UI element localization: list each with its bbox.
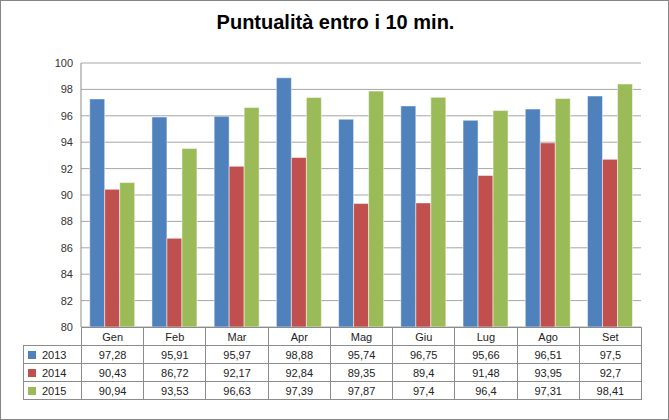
html-text:96,51: 96,51 bbox=[534, 348, 562, 361]
html-text:Lug: Lug bbox=[476, 330, 496, 343]
svg-text:92: 92 bbox=[61, 163, 73, 175]
html-text:96,4: 96,4 bbox=[475, 384, 497, 397]
html-text:92,17: 92,17 bbox=[223, 366, 251, 379]
html-text:97,28: 97,28 bbox=[98, 348, 127, 361]
html-text:90,43: 90,43 bbox=[98, 366, 127, 379]
html-text:Mag: Mag bbox=[350, 330, 373, 343]
html-text:86,72: 86,72 bbox=[161, 366, 189, 379]
html-text:97,87: 97,87 bbox=[347, 384, 376, 397]
html-text:Ago: Ago bbox=[538, 330, 558, 343]
html-text:96,75: 96,75 bbox=[409, 348, 438, 361]
svg-text:84: 84 bbox=[61, 268, 73, 280]
svg-text:94: 94 bbox=[61, 136, 73, 148]
svg-text:100: 100 bbox=[55, 57, 73, 69]
svg-text:96: 96 bbox=[61, 110, 73, 122]
html-text:91,48: 91,48 bbox=[472, 366, 500, 379]
html-text:2014: 2014 bbox=[42, 367, 67, 379]
html-text:2015: 2015 bbox=[42, 385, 67, 397]
html-text:98,41: 98,41 bbox=[596, 384, 625, 397]
svg-text:88: 88 bbox=[61, 215, 73, 227]
html-text:97,5: 97,5 bbox=[599, 348, 622, 361]
html-text:97,31: 97,31 bbox=[534, 384, 562, 397]
html-text:89,35: 89,35 bbox=[347, 366, 376, 379]
html-text:Mar: Mar bbox=[227, 330, 247, 343]
svg-text:82: 82 bbox=[61, 295, 73, 307]
html-text:Puntualità entro i 10 min.: Puntualità entro i 10 min. bbox=[216, 11, 455, 33]
svg-text:86: 86 bbox=[61, 242, 73, 254]
html-text:Set: Set bbox=[602, 330, 619, 343]
html-text:Apr: Apr bbox=[290, 330, 308, 343]
svg-text:98: 98 bbox=[61, 83, 73, 95]
html-text:Giu: Giu bbox=[415, 330, 433, 343]
html-text:2013: 2013 bbox=[42, 349, 67, 361]
html-text:98,88: 98,88 bbox=[285, 348, 313, 361]
html-text:97,39: 97,39 bbox=[285, 384, 313, 397]
html-text:95,91: 95,91 bbox=[161, 348, 189, 361]
html-text:90,94: 90,94 bbox=[98, 384, 127, 397]
html-text:Feb: Feb bbox=[165, 330, 185, 343]
html-text:95,74: 95,74 bbox=[347, 348, 376, 361]
html-text:95,66: 95,66 bbox=[472, 348, 500, 361]
svg-text:80: 80 bbox=[61, 321, 73, 331]
html-text:92,84: 92,84 bbox=[285, 366, 313, 379]
html-text:93,53: 93,53 bbox=[161, 384, 189, 397]
html-text:89,4: 89,4 bbox=[413, 366, 435, 379]
html-text:93,95: 93,95 bbox=[534, 366, 562, 379]
html-text:96,63: 96,63 bbox=[223, 384, 251, 397]
svg-text:90: 90 bbox=[61, 189, 73, 201]
html-text:92,7: 92,7 bbox=[599, 366, 622, 379]
html-text:95,97: 95,97 bbox=[223, 348, 251, 361]
html-text:Gen: Gen bbox=[102, 330, 123, 343]
html-text:97,4: 97,4 bbox=[413, 384, 435, 397]
